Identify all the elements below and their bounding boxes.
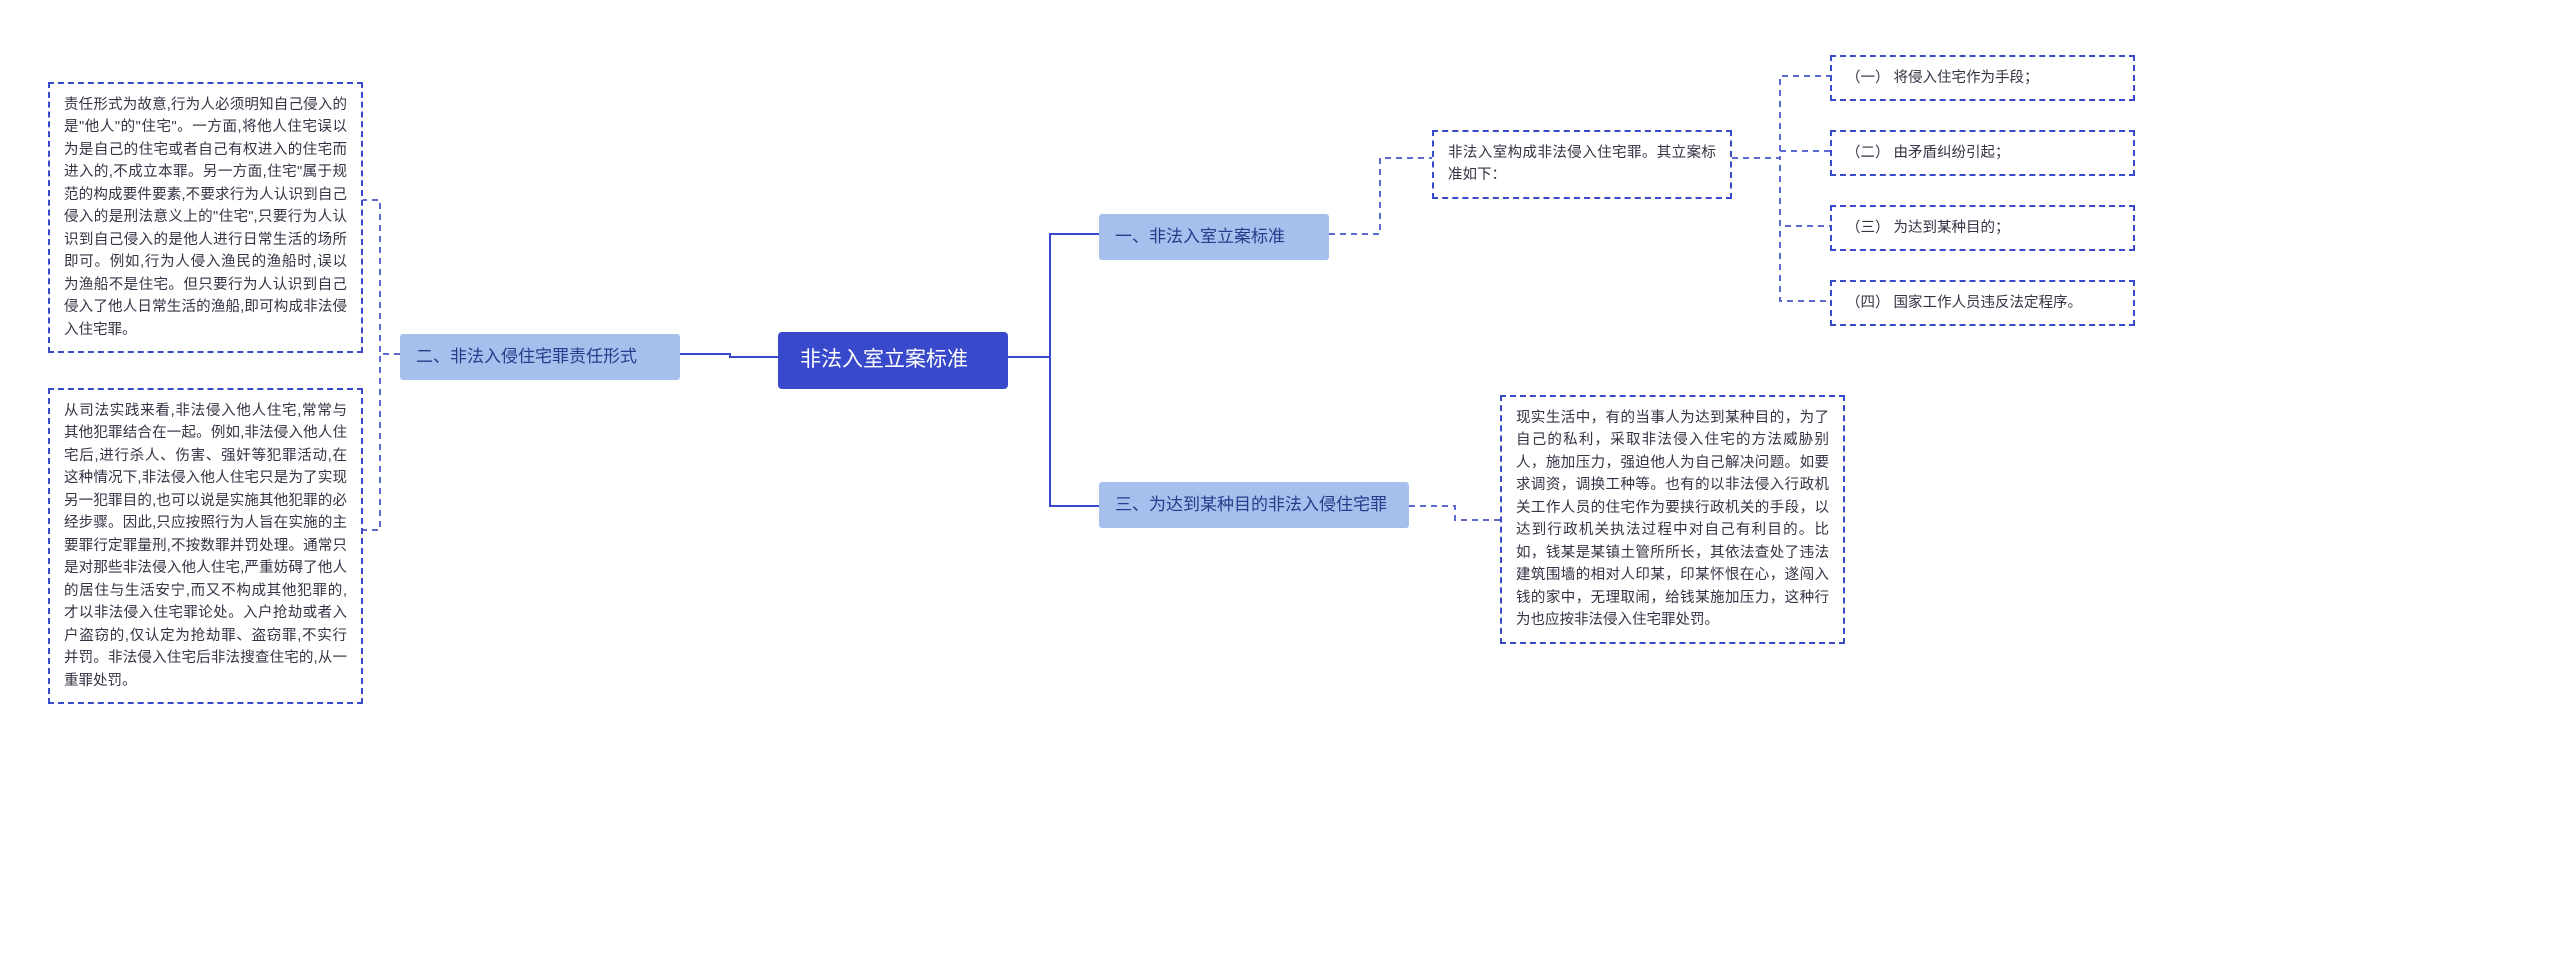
edge-b2-l22 — [363, 354, 400, 530]
leaf-1-2: （二） 由矛盾纠纷引起； — [1830, 130, 2135, 176]
leaf-1-3: （三） 为达到某种目的； — [1830, 205, 2135, 251]
edge-root-b1 — [1008, 234, 1099, 357]
edge-b3-l31 — [1409, 506, 1500, 520]
branch-2[interactable]: 二、非法入侵住宅罪责任形式 — [400, 334, 680, 380]
edge-intro-2 — [1732, 151, 1830, 158]
branch-1[interactable]: 一、非法入室立案标准 — [1099, 214, 1329, 260]
leaf-2-2: 从司法实践来看,非法侵入他人住宅,常常与其他犯罪结合在一起。例如,非法侵入他人住… — [48, 388, 363, 704]
edge-b1-intro — [1329, 158, 1432, 234]
branch-3[interactable]: 三、为达到某种目的非法入侵住宅罪 — [1099, 482, 1409, 528]
leaf-1-1: （一） 将侵入住宅作为手段； — [1830, 55, 2135, 101]
edge-intro-3 — [1732, 158, 1830, 226]
edge-intro-1 — [1732, 76, 1830, 158]
edge-root-b3 — [1008, 357, 1099, 506]
leaf-1-4: （四） 国家工作人员违反法定程序。 — [1830, 280, 2135, 326]
leaf-3-1: 现实生活中，有的当事人为达到某种目的，为了自己的私利，采取非法侵入住宅的方法威胁… — [1500, 395, 1845, 644]
root-node[interactable]: 非法入室立案标准 — [778, 332, 1008, 389]
edge-root-b2 — [680, 354, 778, 357]
leaf-2-1: 责任形式为故意,行为人必须明知自己侵入的是"他人"的"住宅"。一方面,将他人住宅… — [48, 82, 363, 353]
edge-b2-l21 — [363, 200, 400, 354]
edge-intro-4 — [1732, 158, 1830, 301]
leaf-1-intro: 非法入室构成非法侵入住宅罪。其立案标准如下： — [1432, 130, 1732, 199]
